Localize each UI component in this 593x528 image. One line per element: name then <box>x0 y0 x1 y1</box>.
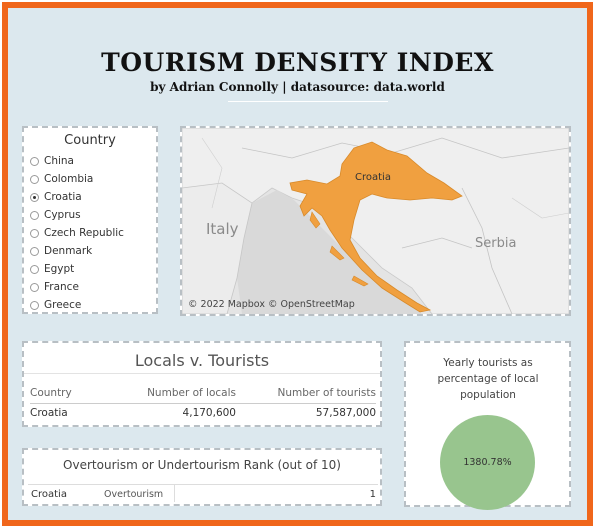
yearly-tourists-title: Yearly tourists as percentage of local p… <box>437 357 539 401</box>
rank-country: Croatia <box>31 489 67 500</box>
map-view[interactable]: Croatia Italy Serbia © 2022 Mapbox © Ope… <box>180 126 571 316</box>
locals-vs-tourists-title: Locals v. Tourists <box>134 351 270 370</box>
country-option-label: Croatia <box>44 191 82 203</box>
subtitle-divider <box>228 101 388 102</box>
page-subtitle: by Adrian Connolly | datasource: data.wo… <box>150 80 445 94</box>
country-radio-list: China Colombia Croatia Cyprus Czech Republic… <box>24 152 156 314</box>
country-option-china[interactable]: China <box>24 152 156 170</box>
country-option-france[interactable]: France <box>24 278 156 296</box>
column-header-locals[interactable]: Number of locals <box>147 387 236 399</box>
country-option-label: France <box>44 281 79 293</box>
locals-vs-tourists-table: Locals v. Tourists Country Number of loc… <box>22 341 382 427</box>
map-label-italy: Italy <box>206 220 239 238</box>
country-option-denmark[interactable]: Denmark <box>24 242 156 260</box>
map-attribution[interactable]: © 2022 Mapbox © OpenStreetMap <box>188 299 355 310</box>
title-divider <box>24 373 380 374</box>
radio-button[interactable] <box>30 156 39 166</box>
country-option-label: Denmark <box>44 245 93 257</box>
country-option-label: Czech Republic <box>44 227 124 239</box>
table-header-row: Country Number of locals Number of touri… <box>30 387 376 404</box>
rank-title: Overtourism or Undertourism Rank (out of… <box>63 458 341 472</box>
map-canvas[interactable] <box>182 128 569 314</box>
table-row[interactable]: Croatia Overtourism 1 <box>28 484 378 503</box>
yearly-tourists-circle[interactable]: 1380.78% <box>440 415 535 510</box>
country-option-colombia[interactable]: Colombia <box>24 170 156 188</box>
page-title: TOURISM DENSITY INDEX <box>101 48 494 77</box>
column-header-tourists[interactable]: Number of tourists <box>277 387 376 399</box>
cell-locals: 4,170,600 <box>182 407 236 419</box>
yearly-tourists-value: 1380.78% <box>463 457 512 468</box>
country-option-croatia[interactable]: Croatia <box>24 188 156 206</box>
country-option-greece[interactable]: Greece <box>24 296 156 314</box>
country-option-egypt[interactable]: Egypt <box>24 260 156 278</box>
country-option-label: Colombia <box>44 173 94 185</box>
country-option-label: Greece <box>44 299 82 311</box>
table-row[interactable]: Croatia 4,170,600 57,587,000 <box>30 407 376 423</box>
cell-country: Croatia <box>30 407 68 419</box>
column-header-country[interactable]: Country <box>30 387 72 399</box>
country-option-czech-republic[interactable]: Czech Republic <box>24 224 156 242</box>
radio-button[interactable] <box>30 282 39 292</box>
rank-value: 1 <box>369 489 376 500</box>
rank-category: Overtourism <box>104 489 164 500</box>
country-option-label: Egypt <box>44 263 75 275</box>
radio-button[interactable] <box>30 192 39 202</box>
radio-button[interactable] <box>30 300 39 310</box>
radio-button[interactable] <box>30 246 39 256</box>
map-label-croatia: Croatia <box>355 172 391 183</box>
country-filter-heading: Country <box>64 133 116 148</box>
yearly-tourists-panel: Yearly tourists as percentage of local p… <box>404 341 571 510</box>
country-option-label: Cyprus <box>44 209 81 221</box>
radio-button[interactable] <box>30 228 39 238</box>
radio-button[interactable] <box>30 210 39 220</box>
country-option-cyprus[interactable]: Cyprus <box>24 206 156 224</box>
map-label-serbia: Serbia <box>475 236 517 251</box>
radio-button[interactable] <box>30 174 39 184</box>
rank-value-cell: 1 <box>174 485 379 502</box>
radio-button[interactable] <box>30 264 39 274</box>
country-option-label: China <box>44 155 74 167</box>
country-filter: Country China Colombia Croatia Cyprus Czech … <box>22 126 158 314</box>
tourism-rank-table: Overtourism or Undertourism Rank (out of… <box>22 448 382 506</box>
cell-tourists: 57,587,000 <box>315 407 376 419</box>
